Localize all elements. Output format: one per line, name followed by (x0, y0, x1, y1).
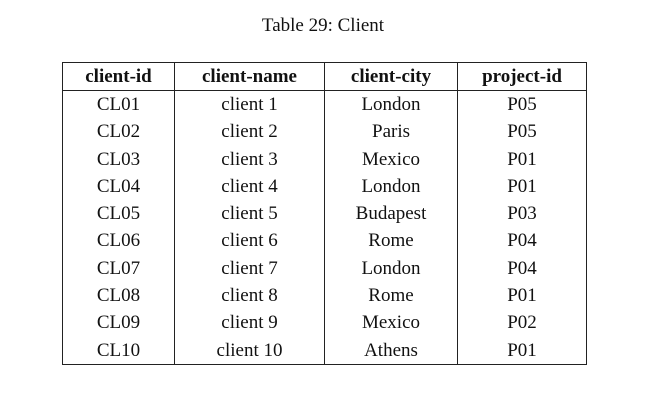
client-name-cell: client 6 (174, 227, 325, 255)
client-id-cell: CL03 (62, 145, 175, 173)
project-id-cell: P01 (457, 282, 587, 310)
project-id-cell: P04 (457, 227, 587, 255)
client-city-cell: Mexico (324, 309, 458, 337)
client-city-cell: Mexico (324, 145, 458, 173)
table-row: CL02 client 2 Paris P05 (62, 118, 587, 146)
client-id-cell: CL09 (62, 309, 175, 337)
client-name-cell: client 8 (174, 282, 325, 310)
client-id-cell: CL05 (62, 200, 175, 228)
client-id-cell: CL06 (62, 227, 175, 255)
client-city-cell: London (324, 254, 458, 283)
project-id-cell: P02 (457, 309, 587, 337)
project-id-cell: P05 (457, 90, 587, 119)
client-id-cell: CL07 (62, 254, 175, 283)
table-row: CL04 client 4 London P01 (62, 172, 587, 201)
table-row: CL07 client 7 London P04 (62, 254, 587, 283)
client-city-cell: London (324, 172, 458, 201)
column-header-client-city: client-city (324, 62, 458, 91)
client-city-cell: Budapest (324, 200, 458, 228)
client-city-cell: Rome (324, 227, 458, 255)
client-id-cell: CL08 (62, 282, 175, 310)
table-row: CL05 client 5 Budapest P03 (62, 200, 587, 228)
table-row: CL01 client 1 London P05 (62, 90, 587, 119)
table-row: CL03 client 3 Mexico P01 (62, 145, 587, 173)
client-name-cell: client 7 (174, 254, 325, 283)
client-name-cell: client 5 (174, 200, 325, 228)
client-city-cell: Rome (324, 282, 458, 310)
project-id-cell: P03 (457, 200, 587, 228)
project-id-cell: P01 (457, 336, 587, 365)
project-id-cell: P01 (457, 172, 587, 201)
client-name-cell: client 3 (174, 145, 325, 173)
client-name-cell: client 1 (174, 90, 325, 119)
client-id-cell: CL01 (62, 90, 175, 119)
client-table: client-id client-name client-city projec… (62, 62, 587, 365)
client-name-cell: client 10 (174, 336, 325, 365)
table-body: CL01 client 1 London P05 CL02 client 2 Paris P0… (62, 90, 587, 365)
client-id-cell: CL10 (62, 336, 175, 365)
project-id-cell: P05 (457, 118, 587, 146)
column-header-project-id: project-id (457, 62, 587, 91)
table-caption: Table 29: Client (261, 15, 385, 36)
table-row: CL09 client 9 Mexico P02 (62, 309, 587, 337)
column-header-client-name: client-name (174, 62, 325, 91)
project-id-cell: P04 (457, 254, 587, 283)
header-row: client-id client-name client-city projec… (62, 62, 587, 91)
client-city-cell: London (324, 90, 458, 119)
table-row: CL10 client 10 Athens P01 (62, 336, 587, 365)
client-name-cell: client 9 (174, 309, 325, 337)
table-row: CL06 client 6 Rome P04 (62, 227, 587, 255)
client-id-cell: CL02 (62, 118, 175, 146)
client-id-cell: CL04 (62, 172, 175, 201)
client-name-cell: client 2 (174, 118, 325, 146)
column-header-client-id: client-id (62, 62, 175, 91)
client-name-cell: client 4 (174, 172, 325, 201)
client-city-cell: Athens (324, 336, 458, 365)
client-city-cell: Paris (324, 118, 458, 146)
table-row: CL08 client 8 Rome P01 (62, 282, 587, 310)
project-id-cell: P01 (457, 145, 587, 173)
